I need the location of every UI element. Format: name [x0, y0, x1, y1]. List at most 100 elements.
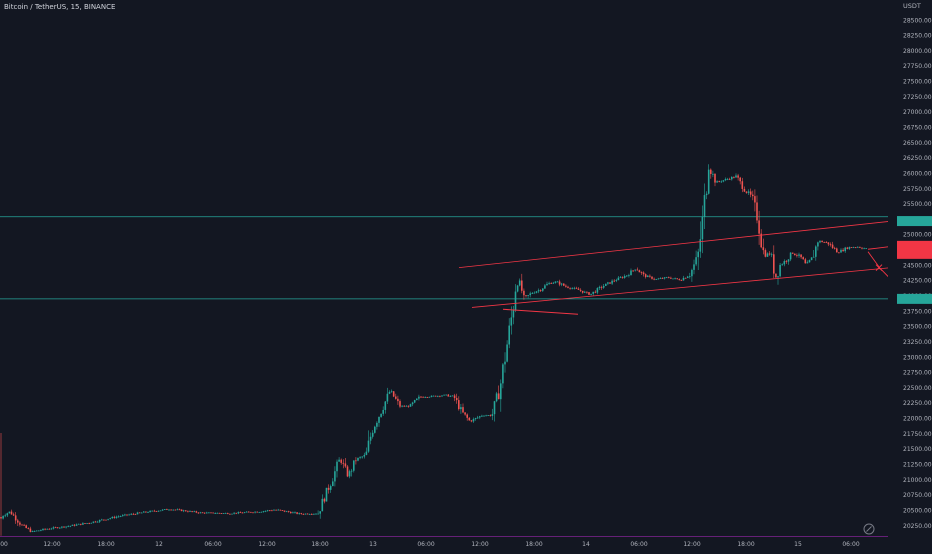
candle-body	[779, 264, 781, 277]
candle-body	[632, 270, 634, 272]
y-tick-label: 25000.00	[903, 232, 932, 239]
candle-body	[590, 293, 592, 295]
candle-body	[447, 394, 450, 397]
candle-body	[174, 509, 177, 511]
x-tick-label: :00	[0, 541, 8, 548]
candle-body	[248, 511, 250, 513]
candle-body	[502, 364, 504, 384]
candle-body	[785, 261, 788, 262]
candle-body	[605, 283, 607, 286]
candle-body	[817, 242, 819, 247]
candle-body	[693, 264, 695, 270]
candle-body	[485, 415, 487, 417]
candle-body	[840, 249, 842, 253]
candle-body	[344, 463, 347, 467]
channel-upper-line	[458, 220, 899, 269]
candle-body	[31, 531, 34, 532]
candle-body	[523, 290, 525, 296]
candle-body	[691, 269, 693, 277]
candle-body	[323, 498, 326, 502]
candle-body	[777, 276, 779, 278]
candle-body	[185, 510, 187, 512]
candle-body	[147, 512, 149, 513]
candle-body	[374, 426, 376, 433]
candle-body	[153, 510, 156, 512]
candle-body	[655, 279, 657, 280]
candle-body	[819, 240, 821, 243]
candle-body	[752, 194, 754, 197]
candle-body	[535, 291, 538, 293]
candle-body	[35, 530, 38, 532]
candle-body	[191, 511, 193, 512]
candle-body	[403, 405, 405, 407]
candle-body	[224, 513, 227, 514]
candle-body	[735, 175, 737, 178]
candle-body	[216, 512, 219, 514]
candle-body	[237, 512, 240, 514]
candle-body	[787, 259, 790, 262]
candle-body	[52, 527, 55, 529]
candle-body	[422, 396, 424, 398]
candle-body	[554, 281, 557, 283]
y-tick-label: 21750.00	[903, 431, 932, 438]
candle-body	[481, 415, 483, 417]
candle-body	[747, 191, 750, 193]
candle-body	[504, 361, 506, 365]
y-tick-label: 22000.00	[903, 416, 932, 423]
candle-body	[273, 509, 275, 511]
candle-body	[432, 395, 435, 397]
candle-body	[378, 416, 380, 423]
candle-body	[56, 527, 59, 529]
candle-body	[285, 511, 288, 513]
candle-body	[266, 510, 269, 512]
candle-body	[821, 240, 823, 243]
candle-body	[140, 512, 143, 514]
cross-marker-icon	[875, 264, 883, 271]
y-tick-label: 20500.00	[903, 507, 932, 514]
candle-body	[848, 247, 851, 249]
candle-body	[684, 277, 687, 279]
candle-body	[491, 414, 494, 417]
candle-body	[210, 512, 212, 514]
candle-body	[460, 407, 462, 410]
candle-body	[334, 471, 336, 482]
candle-body	[668, 277, 670, 279]
y-tick-label: 26750.00	[903, 125, 932, 132]
price-tag	[897, 216, 932, 227]
candle-body	[651, 276, 653, 279]
candle-body	[773, 254, 775, 274]
candle-body	[672, 278, 674, 280]
candle-body	[577, 288, 580, 290]
candle-body	[409, 404, 412, 407]
candle-body	[164, 509, 166, 510]
symbol-title[interactable]: Bitcoin / TetherUS, 15, BINANCE	[4, 3, 116, 11]
candle-body	[369, 436, 372, 441]
candle-body	[665, 277, 668, 279]
candle-body	[317, 513, 319, 515]
candle-body	[544, 285, 546, 289]
candle-body	[19, 522, 21, 525]
y-tick-label: 24250.00	[903, 278, 932, 285]
candle-body	[451, 395, 454, 397]
candle-body	[401, 405, 403, 407]
y-tick-label: 21500.00	[903, 446, 932, 453]
candle-body	[827, 242, 830, 245]
y-tick-label: 22500.00	[903, 385, 932, 392]
settings-icon[interactable]	[863, 523, 875, 535]
candle-body	[703, 195, 706, 217]
candle-body	[531, 293, 534, 294]
y-tick-label: 22750.00	[903, 370, 932, 377]
candle-body	[638, 270, 641, 273]
candle-body	[470, 420, 473, 422]
x-tick-label: 12:00	[471, 541, 488, 548]
candle-body	[218, 512, 221, 514]
candle-body	[642, 272, 645, 275]
x-tick-label: 06:00	[417, 541, 434, 548]
candle-body	[329, 486, 332, 490]
candle-body	[762, 247, 765, 251]
candle-body	[122, 515, 124, 517]
candle-body	[348, 471, 351, 477]
candle-body	[579, 289, 582, 291]
